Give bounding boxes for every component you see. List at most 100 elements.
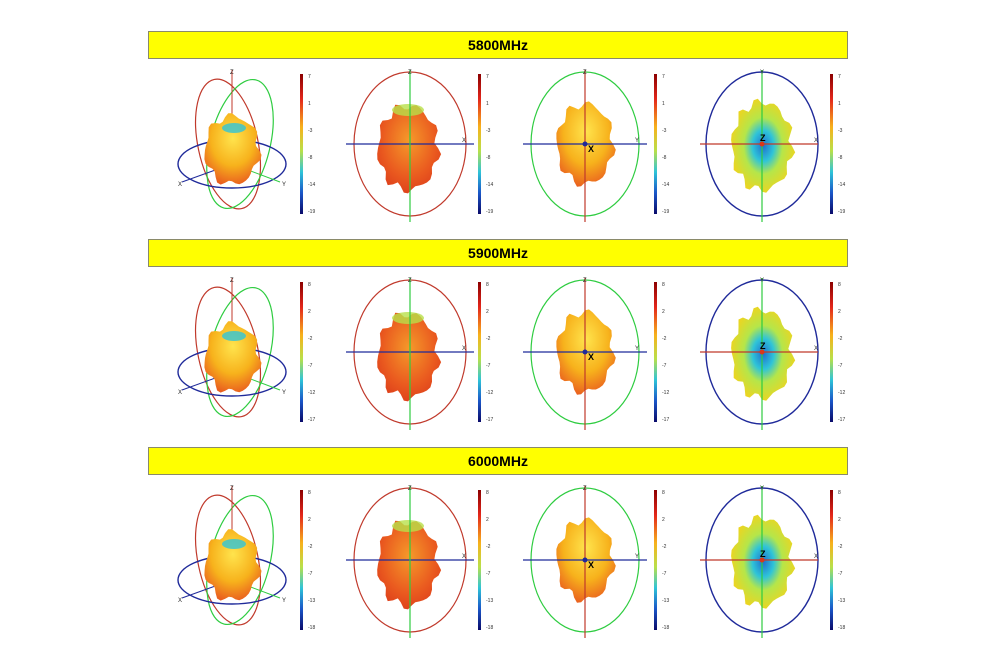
pattern-null bbox=[222, 123, 246, 133]
pattern-row-5900: ZX Y82-2-7-12-17ZX82-2-7-12-17ZYX82-2-7-1… bbox=[177, 278, 845, 430]
color-scale: 8 2 -2 -7 -13 -18 bbox=[654, 490, 669, 631]
axis-label: X bbox=[588, 560, 594, 570]
top-view: Y X Z bbox=[700, 278, 819, 430]
color-scale: 7 1 -3 -8 -14 -19 bbox=[654, 74, 669, 215]
color-scale-tick: -13 bbox=[662, 598, 669, 604]
color-scale-tick: -13 bbox=[308, 598, 315, 604]
color-scale: 7 1 -3 -8 -14 -19 bbox=[300, 74, 315, 215]
axis-label: X bbox=[462, 138, 466, 144]
color-scale-tick: 8 bbox=[662, 282, 665, 288]
color-scale-bar bbox=[830, 490, 833, 630]
axis-label: Y bbox=[760, 486, 764, 492]
color-scale-tick: 8 bbox=[662, 490, 665, 496]
red-great-circle bbox=[195, 494, 261, 626]
axis-label: X bbox=[178, 598, 182, 604]
color-scale-tick: 7 bbox=[486, 74, 489, 80]
color-scale-tick: -12 bbox=[662, 390, 669, 396]
isometric-view: Z X Y bbox=[177, 278, 287, 418]
color-scale-tick: 7 bbox=[308, 74, 311, 80]
side-view: Z Y X bbox=[523, 486, 647, 638]
axis-label: Y bbox=[282, 598, 286, 604]
color-scale-bar bbox=[654, 74, 657, 214]
color-scale-tick: 2 bbox=[486, 517, 489, 523]
axis-label: Z bbox=[583, 278, 587, 284]
color-scale-tick: -19 bbox=[486, 209, 493, 215]
color-scale-tick: -7 bbox=[838, 571, 843, 577]
pattern-row-6000: ZX Y82-2-7-13-18ZX82-2-7-13-18ZYX82-2-7-1… bbox=[177, 486, 845, 638]
axis-label: Y bbox=[282, 390, 286, 396]
color-scale-tick: -18 bbox=[308, 625, 315, 631]
color-scale-tick: -2 bbox=[308, 544, 313, 550]
color-scale-bar bbox=[300, 282, 303, 422]
color-scale-tick: 8 bbox=[486, 490, 489, 496]
color-scale-tick: -19 bbox=[662, 209, 669, 215]
color-scale-tick: -7 bbox=[486, 571, 491, 577]
color-scale-tick: -3 bbox=[486, 128, 491, 134]
color-scale-bar bbox=[300, 74, 303, 214]
axis-label: Z bbox=[408, 70, 412, 76]
frequency-band-6000: 6000MHz bbox=[148, 447, 848, 475]
frequency-band-5800: 5800MHz bbox=[148, 31, 848, 59]
color-scale: 8 2 -2 -7 -12 -17 bbox=[478, 282, 493, 423]
color-scale-tick: -19 bbox=[308, 209, 315, 215]
pattern-row-5800: ZX Y71-3-8-14-19ZX71-3-8-14-19ZYX71-3-8-1… bbox=[177, 70, 845, 222]
front-view: ZX bbox=[346, 278, 474, 430]
color-scale: 8 2 -2 -7 -13 -18 bbox=[830, 490, 845, 631]
isometric-view: Z X Y bbox=[177, 486, 287, 626]
color-scale-tick: 1 bbox=[838, 101, 841, 107]
radiation-pattern bbox=[204, 529, 262, 601]
color-scale-bar bbox=[830, 282, 833, 422]
frequency-label: 5900MHz bbox=[468, 245, 528, 261]
color-scale-bar bbox=[478, 282, 481, 422]
color-scale-tick: -7 bbox=[662, 363, 667, 369]
color-scale-tick: 1 bbox=[486, 101, 489, 107]
axis-label: Z bbox=[760, 133, 766, 143]
axis-label: Z bbox=[760, 549, 766, 559]
pattern-lobe-top bbox=[392, 104, 424, 116]
color-scale-tick: 2 bbox=[838, 309, 841, 315]
axis-label: Y bbox=[760, 70, 764, 76]
color-scale-tick: -12 bbox=[486, 390, 493, 396]
radiation-pattern bbox=[204, 113, 262, 185]
axis-label: X bbox=[588, 352, 594, 362]
axis-label: Y bbox=[635, 346, 639, 352]
frequency-band-5900: 5900MHz bbox=[148, 239, 848, 267]
radiation-pattern bbox=[377, 104, 442, 194]
axis-label: Z bbox=[230, 278, 234, 284]
color-scale-tick: -8 bbox=[838, 155, 843, 161]
color-scale-tick: 8 bbox=[486, 282, 489, 288]
color-scale-tick: 8 bbox=[838, 282, 841, 288]
color-scale-tick: 2 bbox=[486, 309, 489, 315]
color-scale-tick: -19 bbox=[838, 209, 845, 215]
color-scale-tick: -12 bbox=[308, 390, 315, 396]
pattern-null bbox=[222, 331, 246, 341]
color-scale-tick: 1 bbox=[662, 101, 665, 107]
pattern-lobe-top bbox=[392, 312, 424, 324]
color-scale-tick: 2 bbox=[308, 309, 311, 315]
color-scale: 7 1 -3 -8 -14 -19 bbox=[830, 74, 845, 215]
color-scale-tick: -14 bbox=[838, 182, 845, 188]
color-scale-bar bbox=[654, 282, 657, 422]
axis-label: Z bbox=[230, 486, 234, 492]
frequency-label: 5800MHz bbox=[468, 37, 528, 53]
color-scale-tick: -2 bbox=[662, 544, 667, 550]
color-scale-tick: -7 bbox=[308, 571, 313, 577]
color-scale-tick: -8 bbox=[662, 155, 667, 161]
side-view: Z Y X bbox=[523, 70, 647, 222]
color-scale-tick: -2 bbox=[662, 336, 667, 342]
origin-dot bbox=[759, 557, 765, 563]
color-scale-bar bbox=[478, 74, 481, 214]
color-scale-tick: -2 bbox=[308, 336, 313, 342]
axis-label: Z bbox=[583, 70, 587, 76]
color-scale-tick: -7 bbox=[308, 363, 313, 369]
red-great-circle bbox=[195, 78, 261, 210]
axis-label: X bbox=[814, 138, 818, 144]
color-scale-tick: -14 bbox=[486, 182, 493, 188]
top-view: Y X Z bbox=[700, 70, 819, 222]
axis-label: Z bbox=[408, 486, 412, 492]
origin-dot bbox=[759, 349, 765, 355]
origin-dot bbox=[582, 141, 588, 147]
color-scale-tick: 2 bbox=[838, 517, 841, 523]
color-scale-tick: 2 bbox=[308, 517, 311, 523]
color-scale: 8 2 -2 -7 -13 -18 bbox=[300, 490, 315, 631]
